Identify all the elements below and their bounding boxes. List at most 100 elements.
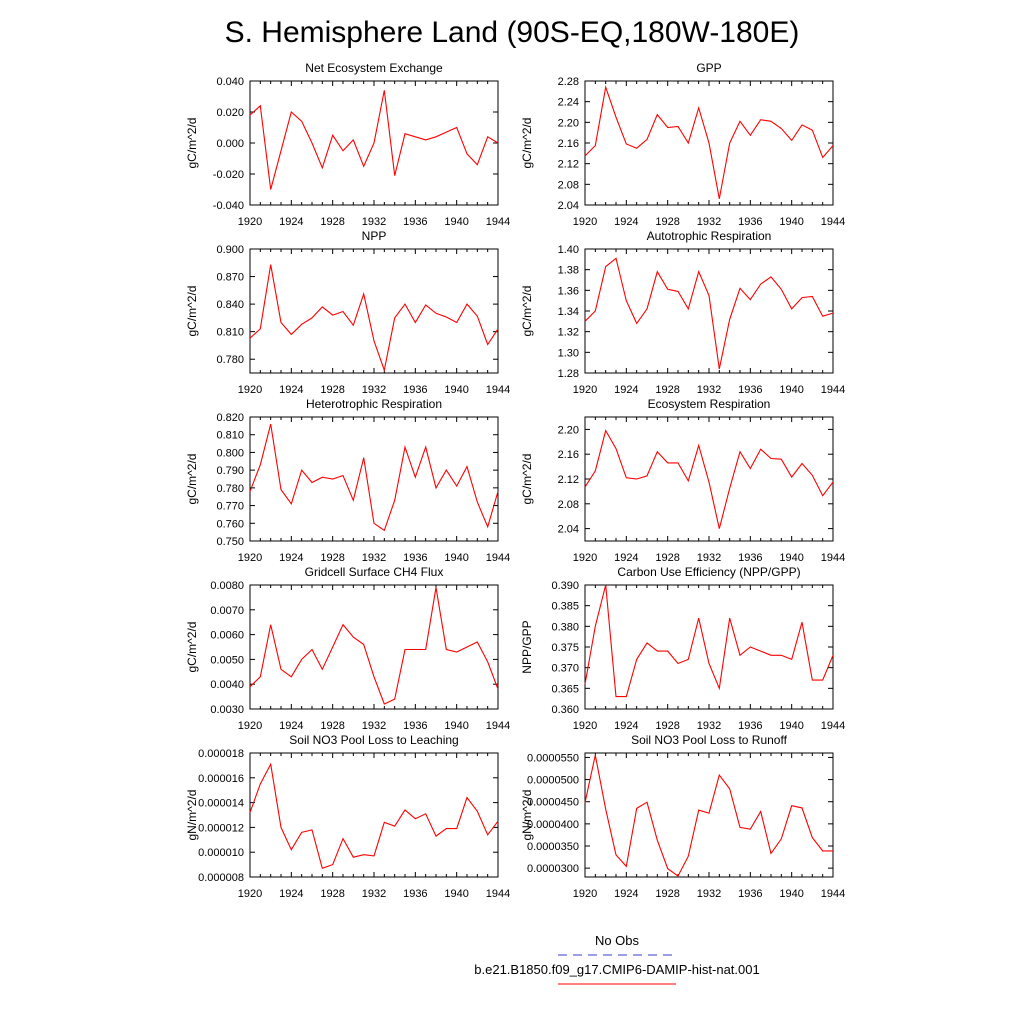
y-tick-label: 0.000018 bbox=[198, 748, 244, 760]
x-tick-label: 1920 bbox=[238, 216, 262, 228]
x-tick-label: 1940 bbox=[779, 384, 803, 396]
y-axis-label: gC/m^2/d bbox=[185, 286, 199, 337]
y-tick-label: 0.820 bbox=[216, 412, 244, 424]
x-tick-label: 1928 bbox=[320, 888, 344, 900]
x-tick-label: 1944 bbox=[821, 216, 845, 228]
y-tick-label: 2.12 bbox=[558, 159, 579, 171]
x-tick-label: 1936 bbox=[403, 552, 427, 564]
y-tick-label: 0.040 bbox=[216, 76, 244, 88]
x-tick-label: 1920 bbox=[573, 720, 597, 732]
series-line bbox=[584, 429, 834, 529]
x-tick-label: 1940 bbox=[444, 552, 468, 564]
x-tick-label: 1936 bbox=[738, 720, 762, 732]
y-tick-label: 2.16 bbox=[558, 449, 579, 461]
panels: Net Ecosystem Exchange 1920 1924 1928 1932 19… bbox=[185, 61, 845, 900]
y-tick-label: 0.0000400 bbox=[527, 819, 579, 831]
y-tick-label: 0.370 bbox=[551, 663, 579, 675]
x-tick-label: 1936 bbox=[403, 216, 427, 228]
x-tick-label: 1944 bbox=[821, 888, 845, 900]
x-tick-label: 1924 bbox=[614, 888, 638, 900]
panel-title: Soil NO3 Pool Loss to Leaching bbox=[289, 733, 458, 747]
y-tick-label: 0.750 bbox=[216, 536, 244, 548]
y-tick-label: 0.810 bbox=[216, 327, 244, 339]
y-tick-label: 0.0000350 bbox=[527, 841, 579, 853]
x-tick-label: 1924 bbox=[279, 216, 303, 228]
series-line bbox=[249, 587, 499, 705]
y-tick-label: 1.28 bbox=[558, 368, 579, 380]
y-axis-label: gC/m^2/d bbox=[185, 454, 199, 505]
panel-ecosystem-respiration: Ecosystem Respiration 1920 1924 1928 1932 193… bbox=[520, 397, 845, 564]
y-tick-label: 0.760 bbox=[216, 518, 244, 530]
x-tick-label: 1936 bbox=[738, 384, 762, 396]
series-line bbox=[249, 90, 499, 190]
panel-title: Net Ecosystem Exchange bbox=[305, 61, 443, 75]
y-tick-label: 1.38 bbox=[558, 265, 579, 277]
y-tick-label: 1.30 bbox=[558, 347, 579, 359]
series-line bbox=[584, 755, 833, 877]
legend-label-no-obs: No Obs bbox=[595, 933, 640, 948]
y-axis-label: gC/m^2/d bbox=[520, 118, 534, 169]
y-tick-label: 2.24 bbox=[558, 97, 579, 109]
panel-soil-no3-pool-loss-to-leaching: Soil NO3 Pool Loss to Leaching 1920 1924 19… bbox=[185, 733, 510, 900]
x-tick-label: 1940 bbox=[779, 720, 803, 732]
y-tick-label: 0.780 bbox=[216, 354, 244, 366]
panel-gpp: GPP 1920 1924 1928 1932 1936 1940 1944 2.04 2.08 2… bbox=[520, 61, 845, 228]
plot-frame bbox=[584, 248, 834, 374]
x-tick-label: 1928 bbox=[655, 720, 679, 732]
x-tick-label: 1944 bbox=[821, 552, 845, 564]
x-tick-label: 1920 bbox=[573, 888, 597, 900]
x-tick-label: 1920 bbox=[573, 384, 597, 396]
y-tick-label: 0.0040 bbox=[210, 679, 244, 691]
y-tick-label: 0.000010 bbox=[198, 847, 244, 859]
x-tick-label: 1944 bbox=[821, 720, 845, 732]
x-tick-label: 1944 bbox=[486, 888, 510, 900]
x-tick-label: 1924 bbox=[279, 552, 303, 564]
series-line bbox=[249, 423, 499, 532]
y-axis-label: gC/m^2/d bbox=[520, 454, 534, 505]
y-axis-label: gN/m^2/d bbox=[520, 790, 534, 841]
y-tick-label: 0.375 bbox=[551, 642, 579, 654]
y-tick-label: 0.0000500 bbox=[527, 775, 579, 787]
y-tick-label: 0.000008 bbox=[198, 872, 244, 884]
x-tick-label: 1932 bbox=[697, 216, 721, 228]
y-axis-label: gC/m^2/d bbox=[520, 286, 534, 337]
y-tick-label: 0.770 bbox=[216, 501, 244, 513]
y-tick-label: 0.900 bbox=[216, 244, 244, 256]
y-axis-label: gC/m^2/d bbox=[185, 622, 199, 673]
panel-title: Carbon Use Efficiency (NPP/GPP) bbox=[617, 565, 800, 579]
x-tick-label: 1940 bbox=[444, 216, 468, 228]
x-tick-label: 1936 bbox=[738, 888, 762, 900]
y-tick-label: 0.0050 bbox=[210, 654, 244, 666]
x-tick-label: 1924 bbox=[614, 720, 638, 732]
x-tick-label: 1940 bbox=[444, 384, 468, 396]
y-tick-label: 0.0000550 bbox=[527, 752, 579, 764]
x-tick-label: 1944 bbox=[821, 384, 845, 396]
x-tick-label: 1944 bbox=[486, 552, 510, 564]
series-line bbox=[584, 85, 834, 199]
x-tick-label: 1932 bbox=[697, 720, 721, 732]
y-axis-label: NPP/GPP bbox=[520, 620, 534, 673]
figure-title: S. Hemisphere Land (90S-EQ,180W-180E) bbox=[225, 16, 800, 49]
panel-title: Gridcell Surface CH4 Flux bbox=[305, 565, 444, 579]
panel-title: Heterotrophic Respiration bbox=[306, 397, 442, 411]
y-tick-label: 0.365 bbox=[551, 683, 579, 695]
x-tick-label: 1944 bbox=[486, 720, 510, 732]
plot-frame bbox=[584, 584, 834, 710]
x-tick-label: 1920 bbox=[238, 720, 262, 732]
x-tick-label: 1924 bbox=[614, 384, 638, 396]
y-tick-label: 0.0000450 bbox=[527, 797, 579, 809]
x-tick-label: 1928 bbox=[320, 216, 344, 228]
x-tick-label: 1932 bbox=[362, 888, 386, 900]
y-tick-label: -0.020 bbox=[213, 169, 244, 181]
y-tick-label: 0.810 bbox=[216, 430, 244, 442]
panel-gridcell-surface-ch4-flux: Gridcell Surface CH4 Flux 1920 1924 1928 193… bbox=[185, 565, 510, 732]
x-tick-label: 1932 bbox=[362, 216, 386, 228]
plot-frame bbox=[249, 584, 499, 710]
y-tick-label: 0.780 bbox=[216, 483, 244, 495]
y-tick-label: -0.040 bbox=[213, 200, 244, 212]
x-tick-label: 1940 bbox=[779, 552, 803, 564]
x-tick-label: 1920 bbox=[238, 384, 262, 396]
x-tick-label: 1932 bbox=[362, 720, 386, 732]
x-tick-label: 1940 bbox=[779, 888, 803, 900]
x-tick-label: 1936 bbox=[738, 552, 762, 564]
